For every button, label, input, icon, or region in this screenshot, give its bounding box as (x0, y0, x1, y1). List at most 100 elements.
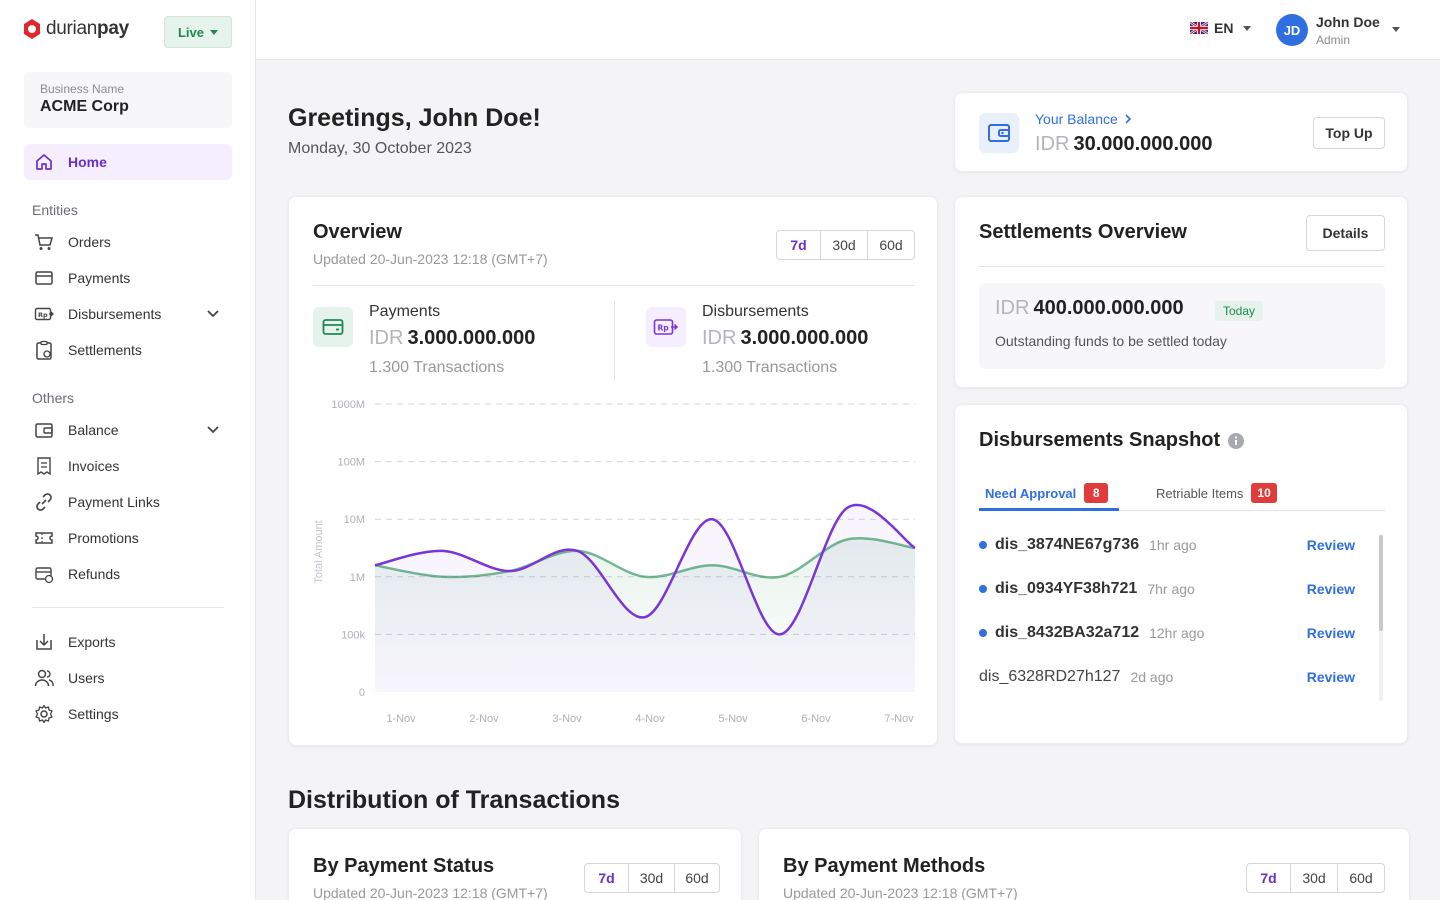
by-payment-status-card: By Payment Status Updated 20-Jun-2023 12… (288, 828, 742, 900)
by-methods-range-selector: 7d 30d 60d (1246, 863, 1385, 893)
chevron-down-icon[interactable] (206, 307, 220, 321)
sidebar-item-users[interactable]: Users (24, 660, 232, 696)
gear-icon (34, 704, 54, 724)
snapshot-title: Disbursements Snapshot (979, 429, 1245, 452)
by-payment-methods-card: By Payment Methods Updated 20-Jun-2023 1… (758, 828, 1410, 900)
sidebar-item-exports[interactable]: Exports (24, 624, 232, 660)
list-item[interactable]: dis_0934YF38h721 7hr ago Review (979, 567, 1355, 611)
tab-label: Retriable Items (1156, 485, 1244, 501)
range-30d[interactable]: 30d (629, 864, 675, 892)
sidebar-item-disbursements[interactable]: Rp Disbursements (24, 296, 232, 332)
disbursement-time: 7hr ago (1147, 581, 1195, 597)
range-30d[interactable]: 30d (821, 231, 868, 259)
disbursement-time: 12hr ago (1149, 625, 1205, 641)
sidebar-item-promotions[interactable]: Promotions (24, 520, 232, 556)
sidebar-item-label: Settings (68, 706, 119, 722)
series-line (374, 537, 916, 579)
sidebar-item-label: Users (68, 670, 105, 686)
sidebar-item-refunds[interactable]: Refunds (24, 556, 232, 592)
settlements-divider (979, 266, 1385, 267)
disbursements-value: 3.000.000.000 (740, 327, 869, 349)
review-link[interactable]: Review (1306, 537, 1355, 553)
range-7d[interactable]: 7d (585, 864, 629, 892)
sidebar-item-balance[interactable]: Balance (24, 412, 232, 448)
today-badge: Today (1215, 301, 1264, 321)
chevron-down-icon[interactable] (206, 423, 220, 437)
sidebar-item-settlements[interactable]: Settlements (24, 332, 232, 368)
settlements-title: Settlements Overview (979, 221, 1187, 243)
review-link[interactable]: Review (1306, 625, 1355, 641)
payments-label: Payments (369, 303, 441, 320)
topbar: EN JD John Doe Admin (256, 0, 1440, 60)
x-tick-label: 4-Nov (635, 713, 665, 725)
y-tick-label: 10M (344, 514, 365, 526)
details-button[interactable]: Details (1306, 215, 1385, 251)
series-line (374, 503, 916, 636)
snapshot-scrollbar[interactable] (1379, 535, 1383, 701)
settlement-amount: IDR 400.000.000.000 (995, 297, 1184, 320)
sidebar-item-settings[interactable]: Settings (24, 696, 232, 732)
range-30d[interactable]: 30d (1291, 864, 1338, 892)
by-methods-updated: Updated 20-Jun-2023 12:18 (GMT+7) (783, 885, 1018, 900)
currency-label: IDR (1035, 133, 1070, 155)
environment-selector[interactable]: Live (164, 16, 232, 48)
scrollbar-thumb[interactable] (1379, 535, 1383, 631)
currency-label: IDR (995, 297, 1030, 319)
sidebar: durianpay Live Business Name ACME Corp H… (0, 0, 256, 900)
range-7d[interactable]: 7d (777, 231, 821, 259)
x-tick-label: 3-Nov (552, 713, 582, 725)
sidebar-item-payments[interactable]: Payments (24, 260, 232, 296)
sidebar-item-home[interactable]: Home (24, 144, 232, 180)
disbursement-id: dis_6328RD27h127 (979, 668, 1121, 685)
business-card: Business Name ACME Corp (24, 72, 232, 128)
language-selector[interactable]: EN (1190, 20, 1252, 36)
disbursements-amount: IDR 3.000.000.000 (702, 327, 868, 350)
review-link[interactable]: Review (1306, 581, 1355, 597)
tab-retriable-items[interactable]: Retriable Items 10 (1156, 483, 1277, 503)
cart-icon (34, 232, 54, 252)
home-icon (34, 152, 54, 172)
range-7d[interactable]: 7d (1247, 864, 1291, 892)
sidebar-item-invoices[interactable]: Invoices (24, 448, 232, 484)
unread-dot (979, 541, 987, 549)
tabs-divider (979, 510, 1385, 511)
list-item[interactable]: dis_8432BA32a712 12hr ago Review (979, 611, 1355, 655)
business-name: ACME Corp (40, 98, 129, 115)
x-tick-label: 1-Nov (386, 713, 416, 725)
list-item[interactable]: dis_6328RD27h127 2d ago Review (979, 655, 1355, 699)
sidebar-item-label: Home (68, 154, 107, 170)
tab-need-approval[interactable]: Need Approval 8 (985, 483, 1109, 503)
info-icon[interactable] (1228, 432, 1245, 449)
sidebar-item-label: Orders (68, 234, 111, 250)
disbursements-transactions: 1.300 Transactions (702, 359, 838, 376)
active-tab-indicator (979, 508, 1119, 511)
your-balance-link[interactable]: Your Balance (1035, 111, 1132, 127)
sidebar-item-payment-links[interactable]: Payment Links (24, 484, 232, 520)
count-badge: 10 (1251, 483, 1277, 503)
svg-text:Rp: Rp (38, 311, 48, 319)
range-60d[interactable]: 60d (685, 870, 709, 886)
language-label: EN (1214, 20, 1234, 36)
list-item[interactable]: dis_3874NE67g736 1hr ago Review (979, 523, 1355, 567)
overview-card: Overview Updated 20-Jun-2023 12:18 (GMT+… (288, 196, 938, 746)
range-60d[interactable]: 60d (879, 237, 903, 253)
user-menu-caret-icon[interactable] (1392, 27, 1400, 32)
sidebar-item-label: Payment Links (68, 494, 160, 510)
x-tick-label: 6-Nov (801, 713, 831, 725)
sidebar-item-orders[interactable]: Orders (24, 224, 232, 260)
x-tick-label: 2-Nov (469, 713, 499, 725)
x-tick-label: 7-Nov (884, 713, 914, 725)
brand-logo[interactable]: durianpay (22, 18, 129, 40)
y-tick-label: 100k (341, 629, 365, 641)
top-up-button[interactable]: Top Up (1313, 117, 1385, 149)
range-60d[interactable]: 60d (1349, 870, 1373, 886)
review-link[interactable]: Review (1306, 669, 1355, 685)
balance-value: 30.000.000.000 (1073, 133, 1213, 155)
user-name[interactable]: John Doe (1316, 14, 1380, 30)
y-axis-label: Total Amount (313, 520, 325, 584)
unread-dot (979, 585, 987, 593)
disbursement-id: dis_0934YF38h721 (995, 580, 1138, 597)
avatar[interactable]: JD (1276, 14, 1308, 46)
sidebar-item-label: Exports (68, 634, 116, 650)
payments-value: 3.000.000.000 (407, 327, 536, 349)
